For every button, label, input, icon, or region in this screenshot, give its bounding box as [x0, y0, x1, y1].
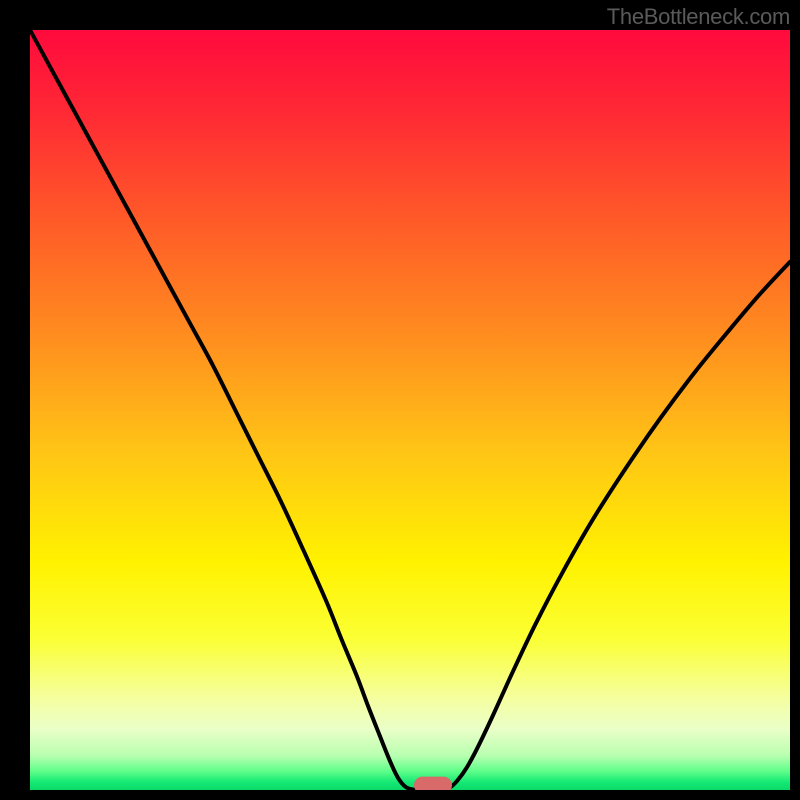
bottleneck-curve [30, 30, 790, 790]
watermark-text: TheBottleneck.com [607, 4, 790, 30]
optimal-point-marker [414, 777, 452, 790]
chart-container: TheBottleneck.com [0, 0, 800, 800]
plot-area [30, 30, 790, 790]
